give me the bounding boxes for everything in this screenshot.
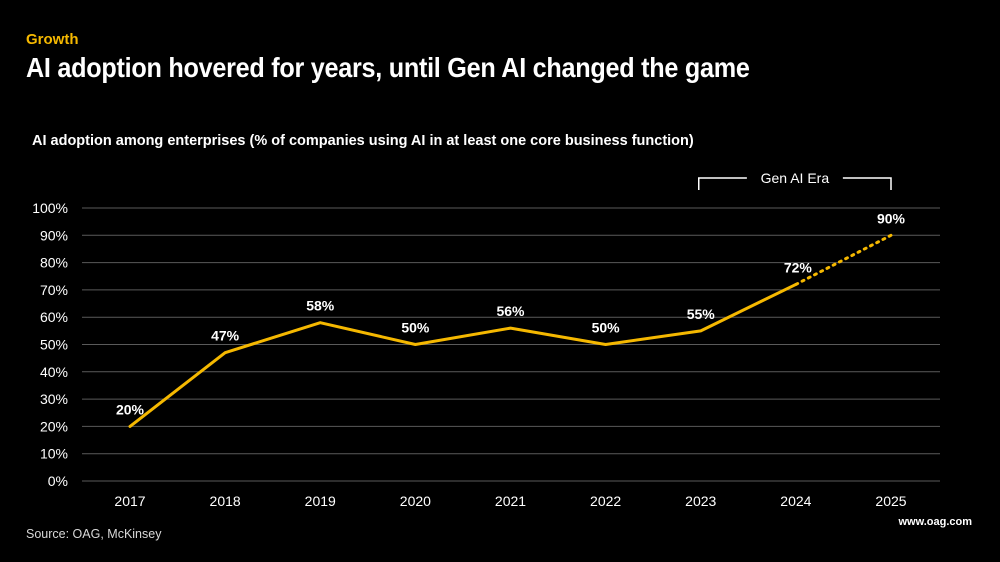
y-tick-label: 40% (40, 364, 68, 380)
data-label: 72% (784, 259, 813, 275)
x-tick-label: 2022 (590, 493, 621, 509)
x-tick-label: 2023 (685, 493, 716, 509)
y-tick-label: 10% (40, 446, 68, 462)
y-tick-label: 30% (40, 391, 68, 407)
era-bracket-left (698, 177, 747, 190)
y-tick-label: 80% (40, 255, 68, 271)
data-label: 20% (116, 401, 145, 417)
x-tick-label: 2025 (875, 493, 906, 509)
data-label: 56% (496, 303, 525, 319)
x-tick-label: 2024 (780, 493, 811, 509)
series-line-group (128, 233, 893, 428)
data-labels: 20% 47% 58% 50% 56% 50% 55% 72% 90% (116, 210, 906, 417)
y-axis-ticks: 0% 10% 20% 30% 40% 50% 60% 70% 80% 90% 100% (32, 200, 68, 489)
data-label: 55% (687, 306, 716, 322)
x-axis-ticks: 2017 2018 2019 2020 2021 2022 2023 2024 2025 (114, 493, 906, 509)
gen-ai-era-annotation: Gen AI Era (698, 170, 892, 190)
x-tick-label: 2021 (495, 493, 526, 509)
data-label: 58% (306, 298, 335, 314)
y-tick-label: 100% (32, 200, 68, 216)
grid-lines (82, 207, 940, 482)
y-tick-label: 70% (40, 282, 68, 298)
chart-title: AI adoption among enterprises (% of comp… (32, 133, 694, 149)
y-tick-label: 20% (40, 418, 68, 434)
data-label: 47% (211, 328, 240, 344)
page-title: AI adoption hovered for years, until Gen… (26, 52, 750, 83)
x-tick-label: 2017 (114, 493, 145, 509)
y-tick-label: 0% (48, 473, 68, 489)
x-tick-label: 2020 (400, 493, 431, 509)
y-tick-label: 50% (40, 337, 68, 353)
era-label: Gen AI Era (761, 170, 830, 186)
y-tick-label: 60% (40, 309, 68, 325)
x-tick-label: 2018 (210, 493, 241, 509)
data-label: 90% (877, 210, 906, 226)
brand-url: www.oag.com (898, 516, 972, 528)
x-tick-label: 2019 (305, 493, 336, 509)
era-bracket-right (842, 177, 892, 190)
kicker-label: Growth (26, 31, 79, 48)
data-label: 50% (401, 320, 430, 336)
data-label: 50% (592, 320, 621, 336)
y-tick-label: 90% (40, 227, 68, 243)
series-line-actual (128, 282, 798, 428)
source-note: Source: OAG, McKinsey (26, 527, 162, 541)
